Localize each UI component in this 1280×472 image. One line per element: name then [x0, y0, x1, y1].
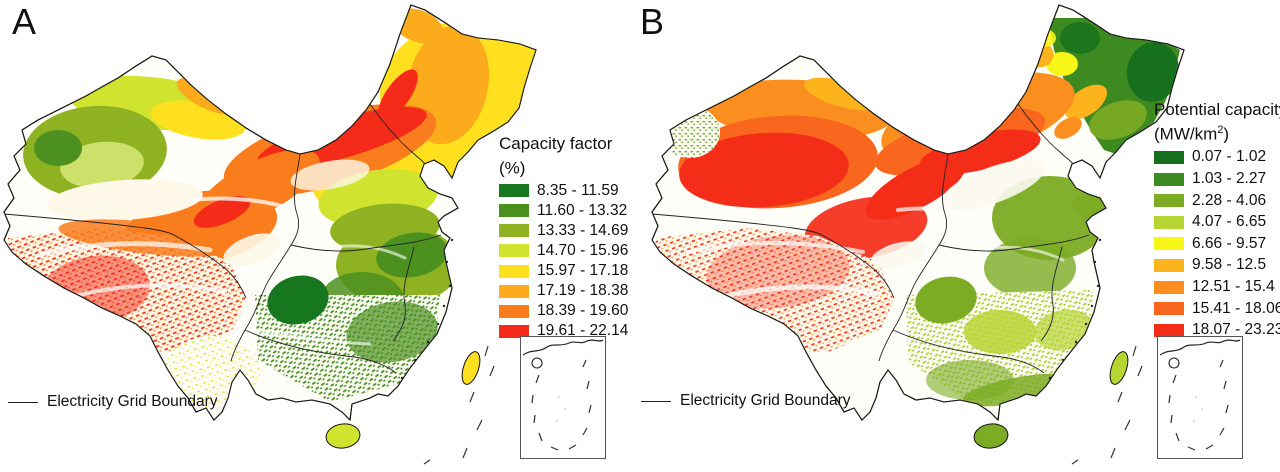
- legend-item: 6.66 - 9.57: [1154, 233, 1280, 255]
- legend-item: 11.60 - 13.32: [499, 201, 639, 221]
- legend-class-label: 15.97 - 17.18: [537, 262, 629, 280]
- panel-label-a: A: [12, 1, 37, 42]
- grid-boundary-label: Electricity Grid Boundary: [680, 392, 851, 409]
- legend-class-label: 2.28 - 4.06: [1192, 191, 1267, 209]
- legend-swatch: [499, 304, 529, 318]
- inset-coastline: [1159, 339, 1241, 356]
- hainan-island: [325, 423, 361, 449]
- legend-item: 12.51 - 15.4: [1154, 276, 1280, 298]
- legend-item: 8.35 - 11.59: [499, 181, 639, 201]
- legend-rows: 8.35 - 11.59 11.60 - 13.32 13.33 - 14.69 14…: [499, 181, 639, 342]
- legend-swatch: [499, 204, 529, 218]
- legend-class-label: 19.61 - 22.14: [537, 322, 629, 340]
- taiwan-island: [1109, 351, 1129, 385]
- mainland-b: [651, 4, 1185, 465]
- legend-item: 15.41 - 18.06: [1154, 298, 1280, 320]
- legend-class-label: 8.35 - 11.59: [537, 181, 619, 199]
- taiwan-island: [461, 351, 481, 385]
- legend-item: 4.07 - 6.65: [1154, 211, 1280, 233]
- legend-class-label: 4.07 - 6.65: [1192, 213, 1267, 231]
- grid-boundaries-layer: [652, 103, 1090, 374]
- legend-swatch: [1154, 150, 1184, 164]
- legend-class-label: 13.33 - 14.69: [537, 221, 629, 239]
- legend-rows: 0.07 - 1.02 1.03 - 2.27 2.28 - 4.06 4.07 - …: [1154, 147, 1280, 341]
- legend-item: 18.39 - 19.60: [499, 301, 639, 321]
- sea-dash-marks: [423, 345, 495, 465]
- legend-swatch: [1154, 194, 1184, 208]
- legend-capacity-factor: Capacity factor (%) 8.35 - 11.59 11.60 - …: [499, 134, 639, 341]
- inset-dash-line: [1168, 359, 1229, 451]
- legend-potential-capacity: Potential capacity (MW/km2) 0.07 - 1.02 1…: [1154, 100, 1280, 341]
- legend-class-label: 17.19 - 18.38: [537, 282, 629, 300]
- inset-islets: [1193, 396, 1203, 422]
- legend-unit: (MW/km2): [1154, 124, 1230, 144]
- legend-swatch: [499, 244, 529, 258]
- legend-item: 13.33 - 14.69: [499, 221, 639, 241]
- coastal-dots: [1048, 238, 1102, 380]
- legend-class-label: 14.70 - 15.96: [537, 241, 629, 259]
- china-map-capacity-factor: [3, 4, 537, 465]
- legend-class-label: 18.07 - 23.23: [1192, 321, 1280, 339]
- panel-label-b: B: [640, 1, 665, 42]
- legend-swatch: [499, 224, 529, 238]
- grid-boundary-legend: Electricity Grid Boundary: [641, 392, 851, 410]
- legend-class-label: 9.58 - 12.5: [1192, 256, 1267, 274]
- grid-boundary-legend: Electricity Grid Boundary: [8, 393, 218, 411]
- legend-class-label: 12.51 - 15.4: [1192, 278, 1275, 296]
- legend-swatch: [1154, 258, 1184, 272]
- legend-item: 14.70 - 15.96: [499, 241, 639, 261]
- legend-unit: (%): [499, 158, 526, 178]
- legend-item: 15.97 - 17.18: [499, 261, 639, 281]
- hainan-island: [973, 423, 1009, 449]
- south-china-sea-inset-a: [520, 336, 606, 459]
- inset-islets: [556, 396, 566, 422]
- south-china-sea-inset-b: [1157, 336, 1243, 459]
- legend-class-label: 18.39 - 19.60: [537, 302, 629, 320]
- grid-boundaries-layer: [4, 103, 442, 374]
- legend-swatch: [1154, 323, 1184, 337]
- legend-swatch: [1154, 237, 1184, 251]
- inset-dash-line: [531, 359, 592, 451]
- legend-swatch: [1154, 215, 1184, 229]
- legend-item: 19.61 - 22.14: [499, 321, 639, 341]
- legend-swatch: [1154, 302, 1184, 316]
- legend-class-label: 6.66 - 9.57: [1192, 234, 1267, 252]
- legend-item: 0.07 - 1.02: [1154, 147, 1280, 169]
- china-map-potential-capacity: [651, 4, 1185, 465]
- grid-boundary-line-symbol: [8, 401, 38, 403]
- legend-class-label: 15.41 - 18.06: [1192, 299, 1280, 317]
- inset-delta-loop: [1168, 357, 1180, 369]
- legend-class-label: 0.07 - 1.02: [1192, 148, 1267, 166]
- legend-item: 9.58 - 12.5: [1154, 255, 1280, 277]
- legend-item: 17.19 - 18.38: [499, 281, 639, 301]
- legend-item: 2.28 - 4.06: [1154, 190, 1280, 212]
- grid-boundary-line-symbol: [641, 400, 671, 402]
- legend-title: Potential capacity: [1154, 100, 1280, 119]
- coastal-dots: [400, 238, 454, 380]
- sea-dash-marks: [1071, 345, 1143, 465]
- inset-coastline: [522, 339, 604, 356]
- legend-swatch: [1154, 280, 1184, 294]
- mainland-a: [3, 4, 537, 421]
- grid-boundary-label: Electricity Grid Boundary: [47, 393, 218, 410]
- legend-class-label: 1.03 - 2.27: [1192, 170, 1267, 188]
- legend-swatch: [499, 264, 529, 278]
- legend-swatch: [499, 184, 529, 198]
- panel-b: B Potential capacity (MW/km2) 0.07 - 1.0…: [640, 0, 1280, 472]
- potential-capacity-raster-layer: [652, 18, 1180, 408]
- legend-swatch: [499, 324, 529, 338]
- legend-swatch: [1154, 172, 1184, 186]
- legend-title: Capacity factor: [499, 134, 613, 153]
- capacity-factor-raster-layer: [4, 8, 536, 408]
- panel-a: A Capacity factor (%) 8.35 - 11.59 11.60 …: [3, 1, 639, 465]
- legend-swatch: [499, 284, 529, 298]
- inset-delta-loop: [531, 357, 543, 369]
- legend-item: 18.07 - 23.23: [1154, 319, 1280, 341]
- legend-item: 1.03 - 2.27: [1154, 168, 1280, 190]
- legend-class-label: 11.60 - 13.32: [537, 201, 628, 219]
